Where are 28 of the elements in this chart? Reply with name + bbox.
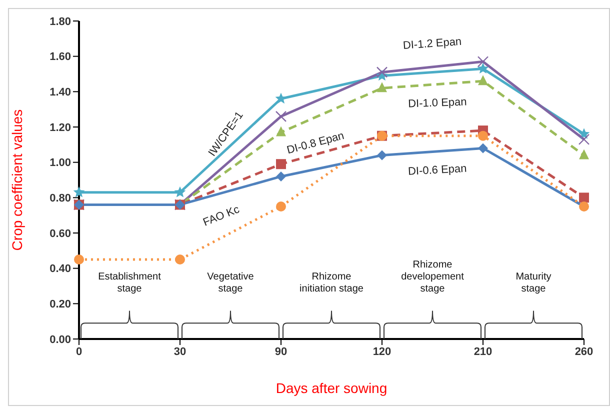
series-label: DI-0.6 Epan <box>408 162 468 178</box>
y-tick-label: 0.00 <box>50 334 71 346</box>
annotation: Rhizome developement stage <box>401 259 464 294</box>
x-tick-label: 90 <box>274 346 288 358</box>
x-tick-label: 30 <box>174 346 186 358</box>
y-tick-label: 1.20 <box>50 122 71 134</box>
y-tick-label: 1.00 <box>50 157 71 170</box>
y-tick-label: 1.40 <box>50 86 71 99</box>
x-tick-label: 120 <box>372 346 392 358</box>
annotation: Establishment stage <box>98 271 162 294</box>
x-tick-label: 260 <box>574 346 594 358</box>
text: FAO Kc <box>202 203 242 229</box>
y-tick-label: 0.80 <box>50 192 71 205</box>
annotation: Vegetative stage <box>207 271 254 294</box>
y-tick-label: 0.40 <box>50 263 71 276</box>
y-axis-title: Crop coefficient values <box>8 109 25 251</box>
x-tick-label: 210 <box>474 346 492 358</box>
text: DI-0.8 Epan <box>286 130 346 157</box>
y-tick-label: 0.20 <box>50 298 71 311</box>
y-tick-label: 0.60 <box>50 228 71 240</box>
x-tick-label: 0 <box>76 346 82 358</box>
annotation: Rhizome initiation stage <box>300 271 364 294</box>
y-tick-label: 1.60 <box>50 51 71 64</box>
series-label: DI-1.0 Epan <box>408 96 467 110</box>
y-tick-label: 1.80 <box>50 16 71 28</box>
x-axis-title: Days after sowing <box>276 380 388 396</box>
annotation: Maturity stage <box>516 271 552 294</box>
series-label: DI-1.2 Epan <box>402 36 462 52</box>
